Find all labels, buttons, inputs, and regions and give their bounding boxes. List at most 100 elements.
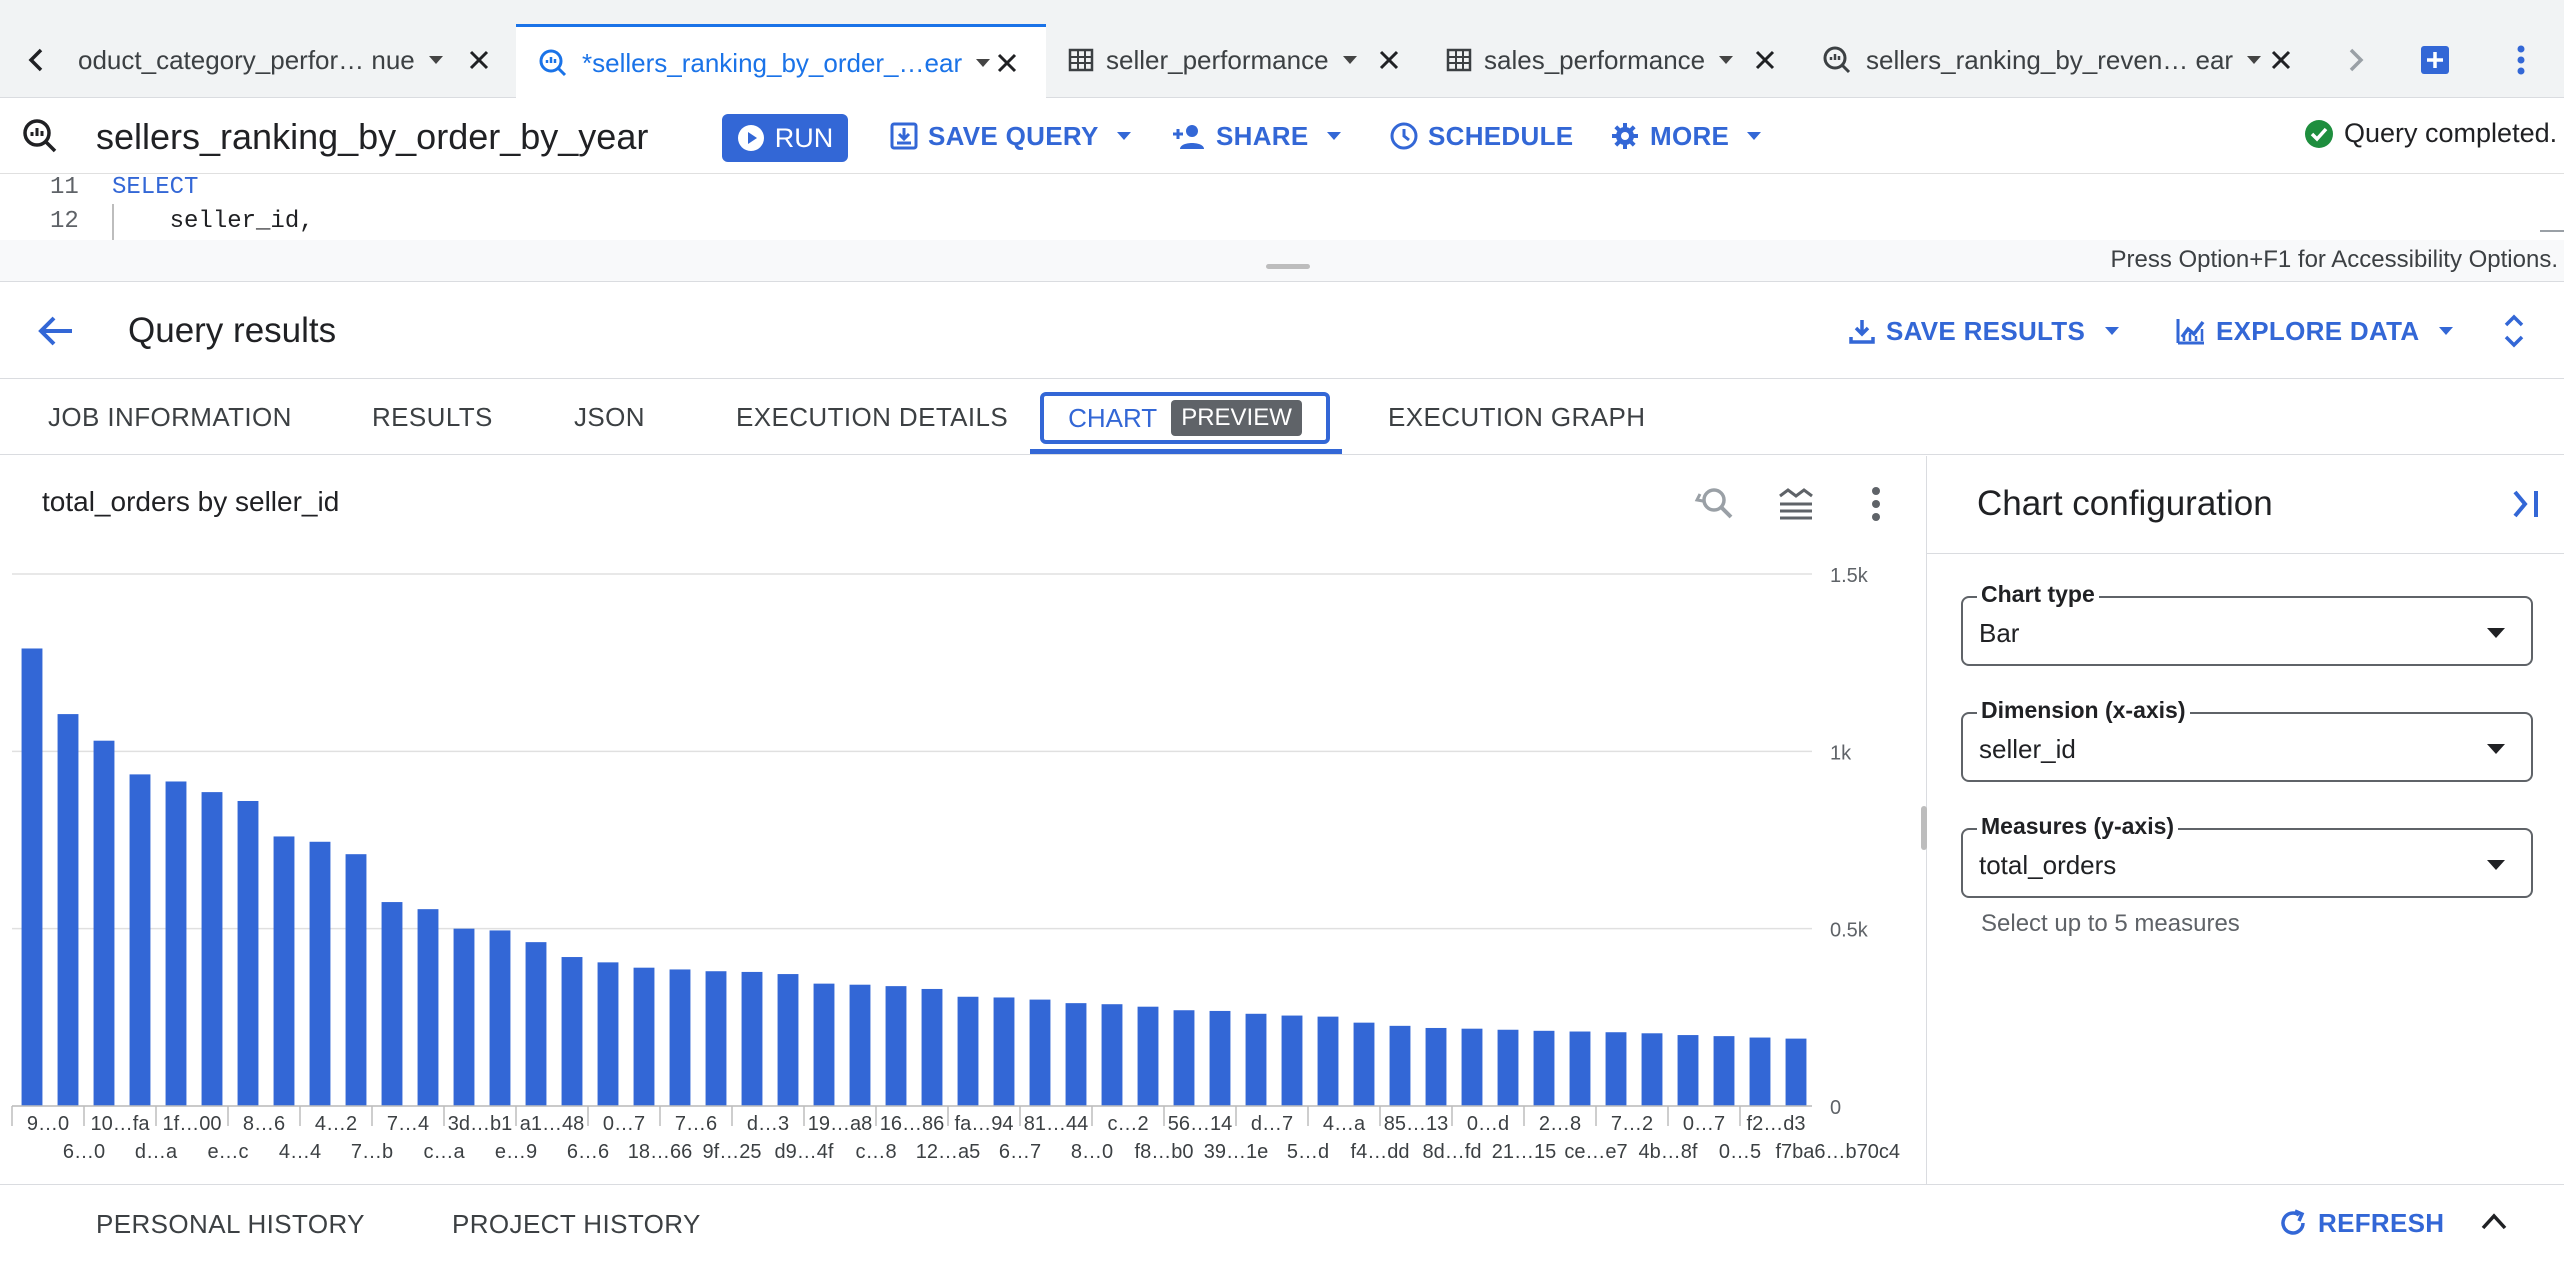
share-button[interactable]: SHARE <box>1172 114 1341 158</box>
tab-results[interactable]: RESULTS <box>372 402 493 432</box>
code-line[interactable]: SELECT <box>112 174 199 201</box>
more-vert-icon[interactable] <box>1870 486 1882 522</box>
tab-scroll-right[interactable] <box>2344 22 2368 98</box>
editor-scrollbar[interactable] <box>2540 230 2564 232</box>
run-button[interactable]: RUN <box>722 114 848 162</box>
bar[interactable] <box>1209 1010 1231 1106</box>
bar[interactable] <box>1353 1022 1375 1106</box>
zoom-reset-icon[interactable] <box>1694 484 1734 524</box>
bar[interactable] <box>669 969 691 1106</box>
arrow-back-icon[interactable] <box>36 311 76 351</box>
tab-caret-icon[interactable] <box>976 59 991 67</box>
tab-seller-performance[interactable]: seller_performance <box>1068 22 1408 98</box>
bar[interactable] <box>1137 1006 1159 1106</box>
bar[interactable] <box>561 957 583 1106</box>
tab-caret-icon[interactable] <box>1719 56 1734 64</box>
bar[interactable] <box>1677 1035 1699 1106</box>
chart-type-select[interactable]: Chart type Bar <box>1961 581 2533 666</box>
bar[interactable] <box>165 781 187 1106</box>
bar[interactable] <box>993 997 1015 1106</box>
tab-product-category[interactable]: oduct_category_perfor… nue <box>78 22 498 98</box>
bar[interactable] <box>1641 1033 1663 1106</box>
tab-sellers-ranking-by-order[interactable]: *sellers_ranking_by_order_…ear <box>516 24 1046 99</box>
bar[interactable] <box>597 962 619 1106</box>
bar[interactable] <box>57 714 79 1106</box>
save-query-button[interactable]: SAVE QUERY <box>890 114 1131 158</box>
bar[interactable] <box>525 942 547 1106</box>
bar[interactable] <box>309 841 331 1106</box>
bar[interactable] <box>1461 1028 1483 1106</box>
bar[interactable] <box>1173 1010 1195 1106</box>
bar[interactable] <box>273 836 295 1106</box>
bar[interactable] <box>849 984 871 1106</box>
bar[interactable] <box>957 996 979 1106</box>
bar[interactable] <box>705 971 727 1106</box>
bar[interactable] <box>381 902 403 1106</box>
save-results-button[interactable]: SAVE RESULTS <box>1848 309 2120 353</box>
close-icon[interactable] <box>1378 49 1400 71</box>
bar[interactable] <box>129 774 151 1106</box>
code-line[interactable]: seller_id, <box>112 208 314 235</box>
panel-resize-handle[interactable] <box>1921 806 1927 850</box>
bar[interactable] <box>1605 1032 1627 1106</box>
tab-execution-graph[interactable]: EXECUTION GRAPH <box>1388 402 1646 432</box>
bar[interactable] <box>237 800 259 1106</box>
bar[interactable] <box>345 854 367 1106</box>
bar[interactable] <box>1245 1013 1267 1106</box>
tab-caret-icon[interactable] <box>2247 56 2262 64</box>
tab-scroll-left[interactable] <box>24 22 48 98</box>
bar[interactable] <box>885 986 907 1106</box>
tab-job-information[interactable]: JOB INFORMATION <box>48 402 292 432</box>
bar[interactable] <box>1281 1015 1303 1106</box>
tab-chart[interactable]: CHART PREVIEW <box>1040 392 1330 444</box>
bar[interactable] <box>21 648 43 1106</box>
bar[interactable] <box>1065 1003 1087 1106</box>
bar[interactable] <box>1569 1031 1591 1106</box>
new-tab-button[interactable] <box>2420 22 2450 98</box>
tab-caret-icon[interactable] <box>428 56 443 64</box>
legend-icon[interactable] <box>1778 486 1814 520</box>
collapse-panel-icon[interactable] <box>2511 488 2541 520</box>
refresh-button[interactable]: REFRESH <box>2278 1201 2444 1245</box>
project-history-tab[interactable]: PROJECT HISTORY <box>452 1209 701 1239</box>
expand-icon[interactable] <box>2502 313 2526 349</box>
bar[interactable] <box>813 983 835 1106</box>
bar[interactable] <box>1497 1029 1519 1106</box>
bar[interactable] <box>1317 1016 1339 1106</box>
resize-handle[interactable] <box>1266 264 1310 269</box>
bar[interactable] <box>453 928 475 1106</box>
bar[interactable] <box>1749 1037 1771 1106</box>
bar[interactable] <box>489 930 511 1106</box>
bar[interactable] <box>1029 999 1051 1106</box>
sql-editor[interactable]: 11 SELECT 12 seller_id, <box>0 174 2564 240</box>
bar[interactable] <box>633 967 655 1106</box>
measures-select[interactable]: Measures (y-axis) total_orders <box>1961 813 2533 898</box>
bar[interactable] <box>921 988 943 1106</box>
bar[interactable] <box>1785 1038 1807 1106</box>
close-icon[interactable] <box>996 52 1018 74</box>
bar[interactable] <box>1533 1030 1555 1106</box>
close-icon[interactable] <box>1754 49 1776 71</box>
tab-json[interactable]: JSON <box>574 402 645 432</box>
explore-data-button[interactable]: EXPLORE DATA <box>2176 309 2454 353</box>
tab-strip-menu[interactable] <box>2516 22 2526 98</box>
chevron-up-icon[interactable] <box>2480 1211 2508 1231</box>
tab-execution-details[interactable]: EXECUTION DETAILS <box>736 402 1009 432</box>
tab-caret-icon[interactable] <box>1342 56 1357 64</box>
close-icon[interactable] <box>468 49 490 71</box>
bar[interactable] <box>741 971 763 1106</box>
schedule-button[interactable]: SCHEDULE <box>1390 114 1573 158</box>
bar[interactable] <box>777 974 799 1106</box>
personal-history-tab[interactable]: PERSONAL HISTORY <box>96 1209 365 1239</box>
bar[interactable] <box>1389 1025 1411 1106</box>
tab-sales-performance[interactable]: sales_performance <box>1446 22 1786 98</box>
bar[interactable] <box>201 792 223 1106</box>
bar[interactable] <box>1713 1036 1735 1106</box>
bar[interactable] <box>417 909 439 1106</box>
bar[interactable] <box>1425 1027 1447 1106</box>
bar[interactable] <box>1101 1004 1123 1106</box>
close-icon[interactable] <box>2270 49 2292 71</box>
bar[interactable] <box>93 740 115 1106</box>
dimension-select[interactable]: Dimension (x-axis) seller_id <box>1961 697 2533 782</box>
tab-sellers-ranking-by-revenue[interactable]: sellers_ranking_by_reven… ear <box>1822 22 2302 98</box>
